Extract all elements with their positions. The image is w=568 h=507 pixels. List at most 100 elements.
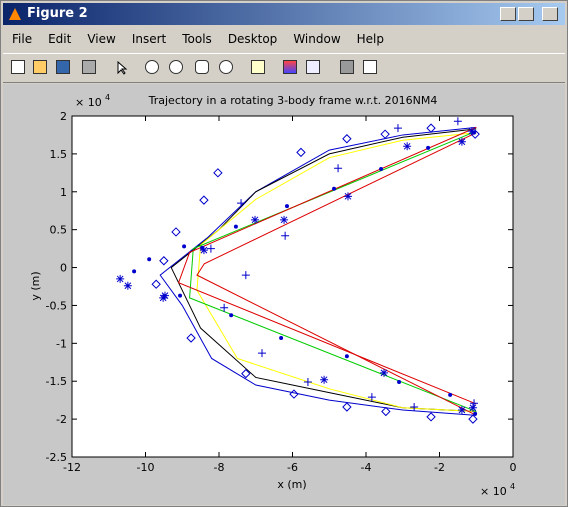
x-tick-label: 0 — [510, 461, 517, 474]
diamond-marker — [380, 129, 390, 139]
dot-marker — [279, 336, 284, 341]
pan-button[interactable] — [195, 60, 209, 74]
star-marker — [467, 127, 476, 136]
trajectory-line — [196, 132, 477, 413]
menu-item[interactable]: Edit — [48, 32, 72, 46]
diamond-marker — [426, 412, 436, 422]
diamond-marker — [342, 402, 352, 412]
plus-marker — [470, 399, 479, 408]
y-tick-label: 2 — [60, 110, 67, 123]
dot-marker — [344, 354, 349, 359]
diamond-marker — [296, 147, 306, 158]
menu-item[interactable]: Insert — [131, 32, 167, 46]
axes-background — [72, 116, 513, 457]
y-axis-label: y (m) — [29, 271, 42, 300]
diamond-marker — [186, 333, 196, 343]
star-marker — [123, 281, 132, 290]
star-marker — [280, 215, 289, 224]
menu-item[interactable]: Desktop — [227, 32, 278, 46]
datacursor-button[interactable] — [251, 60, 265, 74]
diamond-marker — [151, 279, 161, 289]
diamond-marker — [426, 123, 436, 133]
x-tick-label: -6 — [287, 461, 298, 474]
plus-marker — [237, 199, 246, 208]
dot-marker — [132, 269, 137, 274]
trajectory-line — [170, 128, 477, 413]
axes-box — [71, 115, 514, 458]
plus-marker — [303, 377, 312, 386]
plus-marker — [220, 303, 229, 312]
diamond-marker — [289, 389, 299, 399]
x-tick-label: -10 — [137, 461, 155, 474]
dot-marker — [426, 145, 431, 150]
dot-marker — [233, 224, 238, 229]
chart-title: Trajectory in a rotating 3-body frame w.… — [148, 94, 438, 107]
zoom-in-button[interactable] — [145, 60, 159, 74]
star-marker — [343, 192, 352, 201]
dot-marker — [448, 392, 453, 397]
star-marker — [457, 406, 466, 415]
maximize-button[interactable] — [518, 7, 534, 21]
diamond-marker — [159, 256, 169, 266]
dot-marker — [332, 186, 337, 191]
title-bar: Figure 2 — [3, 3, 565, 25]
toolbar — [3, 53, 565, 83]
menu-item[interactable]: View — [87, 32, 116, 46]
menu-bar: File Edit View Insert Tools Desktop Window Help — [3, 28, 565, 50]
menu-item[interactable]: Help — [356, 32, 384, 46]
y-tick-label: -2 — [56, 413, 67, 426]
dot-marker — [147, 257, 152, 262]
hide-tools-button[interactable] — [340, 60, 354, 74]
x-axis-label: x (m) — [277, 478, 306, 491]
close-button[interactable] — [542, 7, 558, 21]
menu-item[interactable]: File — [12, 32, 33, 46]
plus-marker — [410, 402, 419, 411]
rotate-button[interactable] — [219, 60, 233, 74]
y-tick-label: -1 — [56, 337, 67, 350]
plus-marker — [206, 244, 215, 253]
show-tools-button[interactable] — [363, 60, 377, 74]
minimize-button[interactable] — [500, 7, 516, 21]
y-tick-label: 0 — [60, 262, 67, 275]
trajectory-line — [196, 132, 477, 416]
new-button[interactable] — [11, 60, 25, 74]
y-tick-label: 1.5 — [50, 148, 68, 161]
diamond-marker — [468, 414, 478, 424]
dot-marker — [182, 244, 187, 249]
y-tick-label: 1 — [60, 186, 67, 199]
save-button[interactable] — [56, 60, 70, 74]
print-button[interactable] — [82, 60, 96, 74]
plus-marker — [453, 117, 462, 126]
x-tick-label: -8 — [214, 461, 225, 474]
plus-marker — [257, 349, 266, 358]
star-marker — [403, 142, 412, 151]
dot-marker — [284, 204, 289, 209]
menu-item[interactable]: Window — [293, 32, 341, 46]
diamond-marker — [213, 168, 223, 178]
y-tick-label: 0.5 — [50, 224, 68, 237]
x-exponent-power: 4 — [510, 482, 515, 491]
diamond-marker — [381, 406, 391, 417]
legend-button[interactable] — [306, 60, 320, 74]
x-tick-label: -4 — [361, 461, 372, 474]
open-button[interactable] — [33, 60, 47, 74]
y-tick-label: -2.5 — [46, 451, 67, 464]
figure-area: Trajectory in a rotating 3-body frame w.… — [3, 84, 565, 505]
zoom-out-button[interactable] — [169, 60, 183, 74]
chart: Trajectory in a rotating 3-body frame w.… — [29, 93, 517, 498]
diamond-marker — [241, 368, 251, 379]
dot-marker — [178, 293, 183, 298]
plus-marker — [393, 124, 402, 133]
trajectory-line — [159, 126, 477, 416]
dot-marker — [379, 167, 384, 172]
y-tick-label: -1.5 — [46, 375, 67, 388]
colorbar-button[interactable] — [283, 60, 297, 74]
y-exponent-power: 4 — [105, 93, 110, 102]
diamond-marker — [342, 134, 352, 144]
plus-marker — [241, 271, 250, 280]
dot-marker — [473, 411, 478, 416]
app-icon — [9, 8, 21, 20]
menu-item[interactable]: Tools — [182, 32, 212, 46]
select-button[interactable] — [115, 60, 129, 75]
